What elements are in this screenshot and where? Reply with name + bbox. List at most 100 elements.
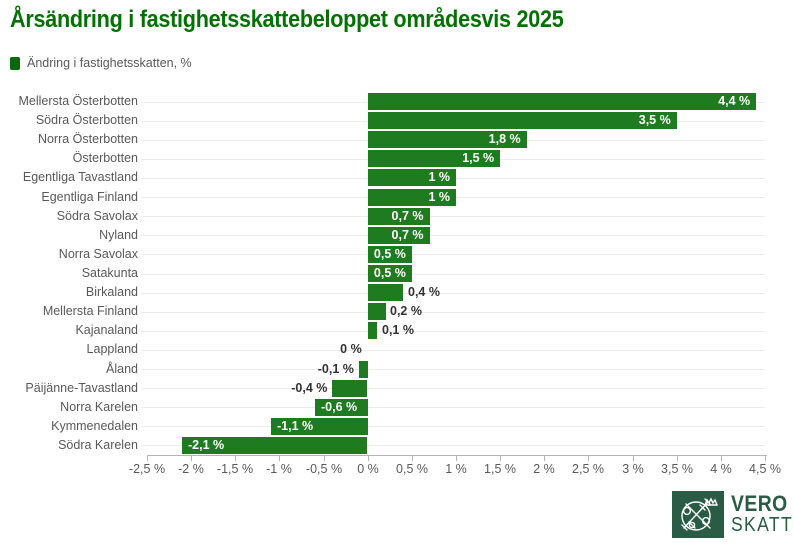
bar xyxy=(368,112,677,129)
x-axis-tick-label: 0,5 % xyxy=(396,462,428,476)
bar xyxy=(368,303,386,320)
bar-value-label: -0,6 % xyxy=(321,400,358,414)
bar xyxy=(332,380,367,397)
gridline xyxy=(141,331,765,332)
bar-value-label: -0,1 % xyxy=(317,362,354,376)
category-label: Nyland xyxy=(99,228,138,242)
x-axis-tick-label: 3,5 % xyxy=(661,462,693,476)
x-axis-tick xyxy=(147,456,148,461)
vero-emblem-icon xyxy=(672,491,724,538)
gridline xyxy=(141,235,765,236)
bar xyxy=(315,399,368,416)
bar xyxy=(368,227,430,244)
category-label: Mellersta Österbotten xyxy=(18,94,139,108)
category-label: Kajanaland xyxy=(75,323,138,337)
legend: Ändring i fastighetsskatten, % xyxy=(10,56,192,70)
x-axis-tick xyxy=(324,456,325,461)
x-axis-tick xyxy=(368,456,369,461)
gridline xyxy=(141,274,765,275)
gridline xyxy=(141,407,765,408)
x-axis-tick-label: -2,5 % xyxy=(128,462,166,476)
logo-vero-text: VERO xyxy=(731,491,788,516)
bar xyxy=(368,189,456,206)
x-axis-tick-label: 4,5 % xyxy=(749,462,781,476)
bar-value-label: 0,2 % xyxy=(390,304,422,318)
x-axis-tick-label: -2 % xyxy=(178,462,204,476)
category-label: Mellersta Finland xyxy=(42,304,138,318)
category-label: Österbotten xyxy=(72,151,138,165)
bar xyxy=(368,131,527,148)
bar-value-label: 1 % xyxy=(428,190,450,204)
bar-value-label: 0,7 % xyxy=(391,209,424,223)
chart-title: Årsändring i fastighetsskattebeloppet om… xyxy=(10,6,564,33)
bar-value-label: 0,5 % xyxy=(373,247,406,261)
x-axis-tick xyxy=(544,456,545,461)
gridline xyxy=(141,426,765,427)
category-label: Norra Savolax xyxy=(58,247,138,261)
logo-skatt-text: SKATT xyxy=(731,514,794,536)
bar-value-label: 3,5 % xyxy=(638,113,671,127)
x-axis-tick-label: 0 % xyxy=(357,462,379,476)
gridline xyxy=(141,216,765,217)
bar xyxy=(368,93,756,110)
legend-label: Ändring i fastighetsskatten, % xyxy=(27,56,192,70)
bar xyxy=(182,437,367,454)
x-axis-tick xyxy=(235,456,236,461)
bar-value-label: -1,1 % xyxy=(277,419,314,433)
bar-value-label: -2,1 % xyxy=(188,438,225,452)
category-label: Norra Österbotten xyxy=(37,132,138,146)
bar-value-label: 0,1 % xyxy=(382,323,414,337)
category-label: Södra Savolax xyxy=(56,209,138,223)
vero-skatt-logo: VERO SKATT xyxy=(672,491,794,538)
x-axis-tick xyxy=(456,456,457,461)
category-label: Päijänne-Tavastland xyxy=(25,381,138,395)
category-label: Egentliga Tavastland xyxy=(22,170,138,184)
x-axis-tick xyxy=(677,456,678,461)
x-axis-tick xyxy=(633,456,634,461)
gridline xyxy=(141,369,765,370)
bar xyxy=(271,418,368,435)
bar xyxy=(368,246,412,263)
category-label: Södra Österbotten xyxy=(35,113,138,127)
bar-value-label: 1,5 % xyxy=(462,151,495,165)
category-label: Kymmenedalen xyxy=(51,419,138,433)
x-axis-tick-label: -1 % xyxy=(266,462,292,476)
x-axis-tick-label: 2 % xyxy=(533,462,555,476)
bar-value-label: 0,4 % xyxy=(408,285,440,299)
gridline xyxy=(141,312,765,313)
category-label: Lappland xyxy=(86,342,138,356)
bar xyxy=(368,169,456,186)
x-axis-line xyxy=(147,455,767,456)
gridline xyxy=(141,445,765,446)
bar xyxy=(359,361,368,378)
x-axis-tick-label: 2,5 % xyxy=(572,462,604,476)
x-axis-tick xyxy=(765,456,766,461)
gridline xyxy=(141,350,765,351)
bar-value-label: 1 % xyxy=(428,170,450,184)
x-axis-tick xyxy=(588,456,589,461)
gridline xyxy=(141,293,765,294)
category-label: Åland xyxy=(106,362,138,376)
logo-wordmark: VERO SKATT xyxy=(731,493,793,536)
x-axis-tick xyxy=(721,456,722,461)
x-axis-tick xyxy=(191,456,192,461)
category-label: Satakunta xyxy=(81,266,138,280)
x-axis-tick xyxy=(412,456,413,461)
bar xyxy=(368,208,430,225)
category-label: Egentliga Finland xyxy=(41,190,138,204)
bar-value-label: 1,8 % xyxy=(488,132,521,146)
x-axis-tick-label: -1,5 % xyxy=(216,462,254,476)
x-axis-tick-label: 1 % xyxy=(445,462,467,476)
gridline xyxy=(141,388,765,389)
x-axis-tick-label: -0,5 % xyxy=(305,462,343,476)
x-axis-tick xyxy=(500,456,501,461)
bar-value-label: 4,4 % xyxy=(718,94,751,108)
gridline xyxy=(141,254,765,255)
bar-value-label: 0,5 % xyxy=(373,266,406,280)
bar-value-label: 0,7 % xyxy=(391,228,424,242)
bar-value-label: 0 % xyxy=(340,342,362,356)
category-label: Norra Karelen xyxy=(60,400,138,414)
x-axis-tick-label: 4 % xyxy=(710,462,732,476)
